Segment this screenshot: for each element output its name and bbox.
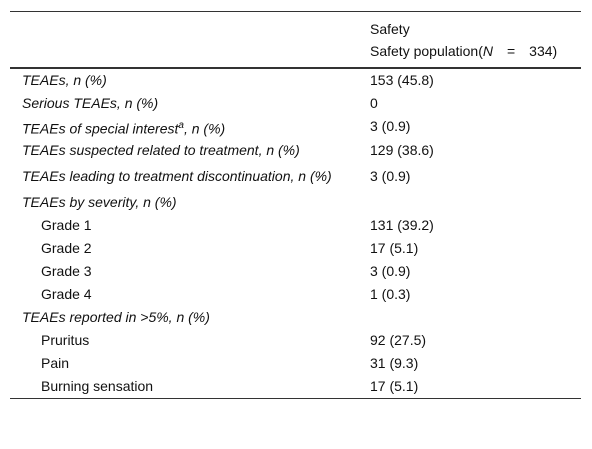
value-cell: 3 (0.9) [370,260,581,283]
table: Safety Safety population(N = 334) TEAEs, n … [10,11,581,399]
row-value: 3 (0.9) [370,167,411,184]
header-row: Safety Safety population(N = 334) [10,11,581,69]
value-cell: 1 (0.3) [370,283,581,306]
value-cell: 3 (0.9) [370,165,581,191]
row-label: TEAEs of special interest [22,120,179,137]
label-cell: Grade 2 [10,237,370,260]
table-row: TEAEs, n (%) 153 (45.8) [10,68,581,92]
row-label: Serious TEAEs, n (%) [22,95,159,111]
label-cell: Grade 4 [10,283,370,306]
label-cell: TEAEs reported in >5%, n (%) [10,306,370,329]
table-row: Grade 3 3 (0.9) [10,260,581,283]
header-empty [10,12,370,69]
row-value: 131 (39.2) [370,216,434,233]
row-label: Pain [41,354,70,371]
value-cell: 131 (39.2) [370,214,581,237]
value-cell: 0 [370,92,581,115]
label-cell: Grade 1 [10,214,370,237]
table-row: TEAEs reported in >5%, n (%) [10,306,581,329]
value-cell [370,306,581,329]
value-cell: 153 (45.8) [370,68,581,92]
row-label: Grade 3 [41,262,92,279]
value-cell: 3 (0.9) [370,115,581,139]
row-label: Grade 2 [41,239,92,256]
count: 334) [529,43,558,59]
row-value: 3 (0.9) [370,118,411,134]
value-cell: 17 (5.1) [370,375,581,399]
header-prefix: Safety population( [370,43,483,59]
label-cell: Serious TEAEs, n (%) [10,92,370,115]
label-cell: Grade 3 [10,260,370,283]
table-row: Pain 31 (9.3) [10,352,581,375]
table-row: TEAEs of special interesta, n (%) 3 (0.9) [10,115,581,139]
label-cell: Pain [10,352,370,375]
value-cell: 92 (27.5) [370,329,581,352]
n-symbol: N [482,43,493,59]
label-cell: TEAEs by severity, n (%) [10,191,370,214]
table-row: Serious TEAEs, n (%) 0 [10,92,581,115]
row-label: TEAEs suspected related to treatment, n … [22,141,300,158]
row-value: 17 (5.1) [370,239,419,256]
table-row: TEAEs leading to treatment discontinuati… [10,165,581,191]
header-cell: Safety Safety population(N = 334) [370,21,558,59]
label-cell: TEAEs leading to treatment discontinuati… [10,165,370,191]
table-row: Grade 1 131 (39.2) [10,214,581,237]
label-cell: TEAEs suspected related to treatment, n … [10,139,370,165]
row-label: Grade 1 [41,216,92,233]
row-value: 1 (0.3) [370,285,411,302]
row-value: 153 (45.8) [370,72,434,88]
row-value: 3 (0.9) [370,262,411,279]
row-value: 92 (27.5) [370,331,427,348]
row-value: 31 (9.3) [370,354,419,371]
row-label: Pruritus [41,331,90,348]
row-label: TEAEs reported in >5%, n (%) [22,308,210,325]
footnote-marker: a [178,120,184,131]
row-label: TEAEs leading to treatment discontinuati… [22,167,332,184]
value-cell: 129 (38.6) [370,139,581,165]
value-cell [370,191,581,214]
equals: = [506,43,516,59]
row-label: TEAEs by severity, n (%) [22,193,177,210]
table-row: Grade 4 1 (0.3) [10,283,581,306]
table-row: Pruritus 92 (27.5) [10,329,581,352]
table-row: Burning sensation 17 (5.1) [10,375,581,399]
row-label: TEAEs, n (%) [22,72,107,88]
label-cell: Burning sensation [10,375,370,399]
row-value: 17 (5.1) [370,377,419,394]
label-cell: TEAEs of special interesta, n (%) [10,115,370,139]
row-label: Grade 4 [41,285,92,302]
row-value: 129 (38.6) [370,141,434,158]
row-label: Burning sensation [41,377,154,394]
label-cell: TEAEs, n (%) [10,68,370,92]
row-value: 0 [370,95,378,111]
table-row: TEAEs by severity, n (%) [10,191,581,214]
value-cell: 17 (5.1) [370,237,581,260]
label-cell: Pruritus [10,329,370,352]
value-cell: 31 (9.3) [370,352,581,375]
table-row: TEAEs suspected related to treatment, n … [10,139,581,165]
row-label-rest: , n (%) [183,120,226,137]
table-row: Grade 2 17 (5.1) [10,237,581,260]
